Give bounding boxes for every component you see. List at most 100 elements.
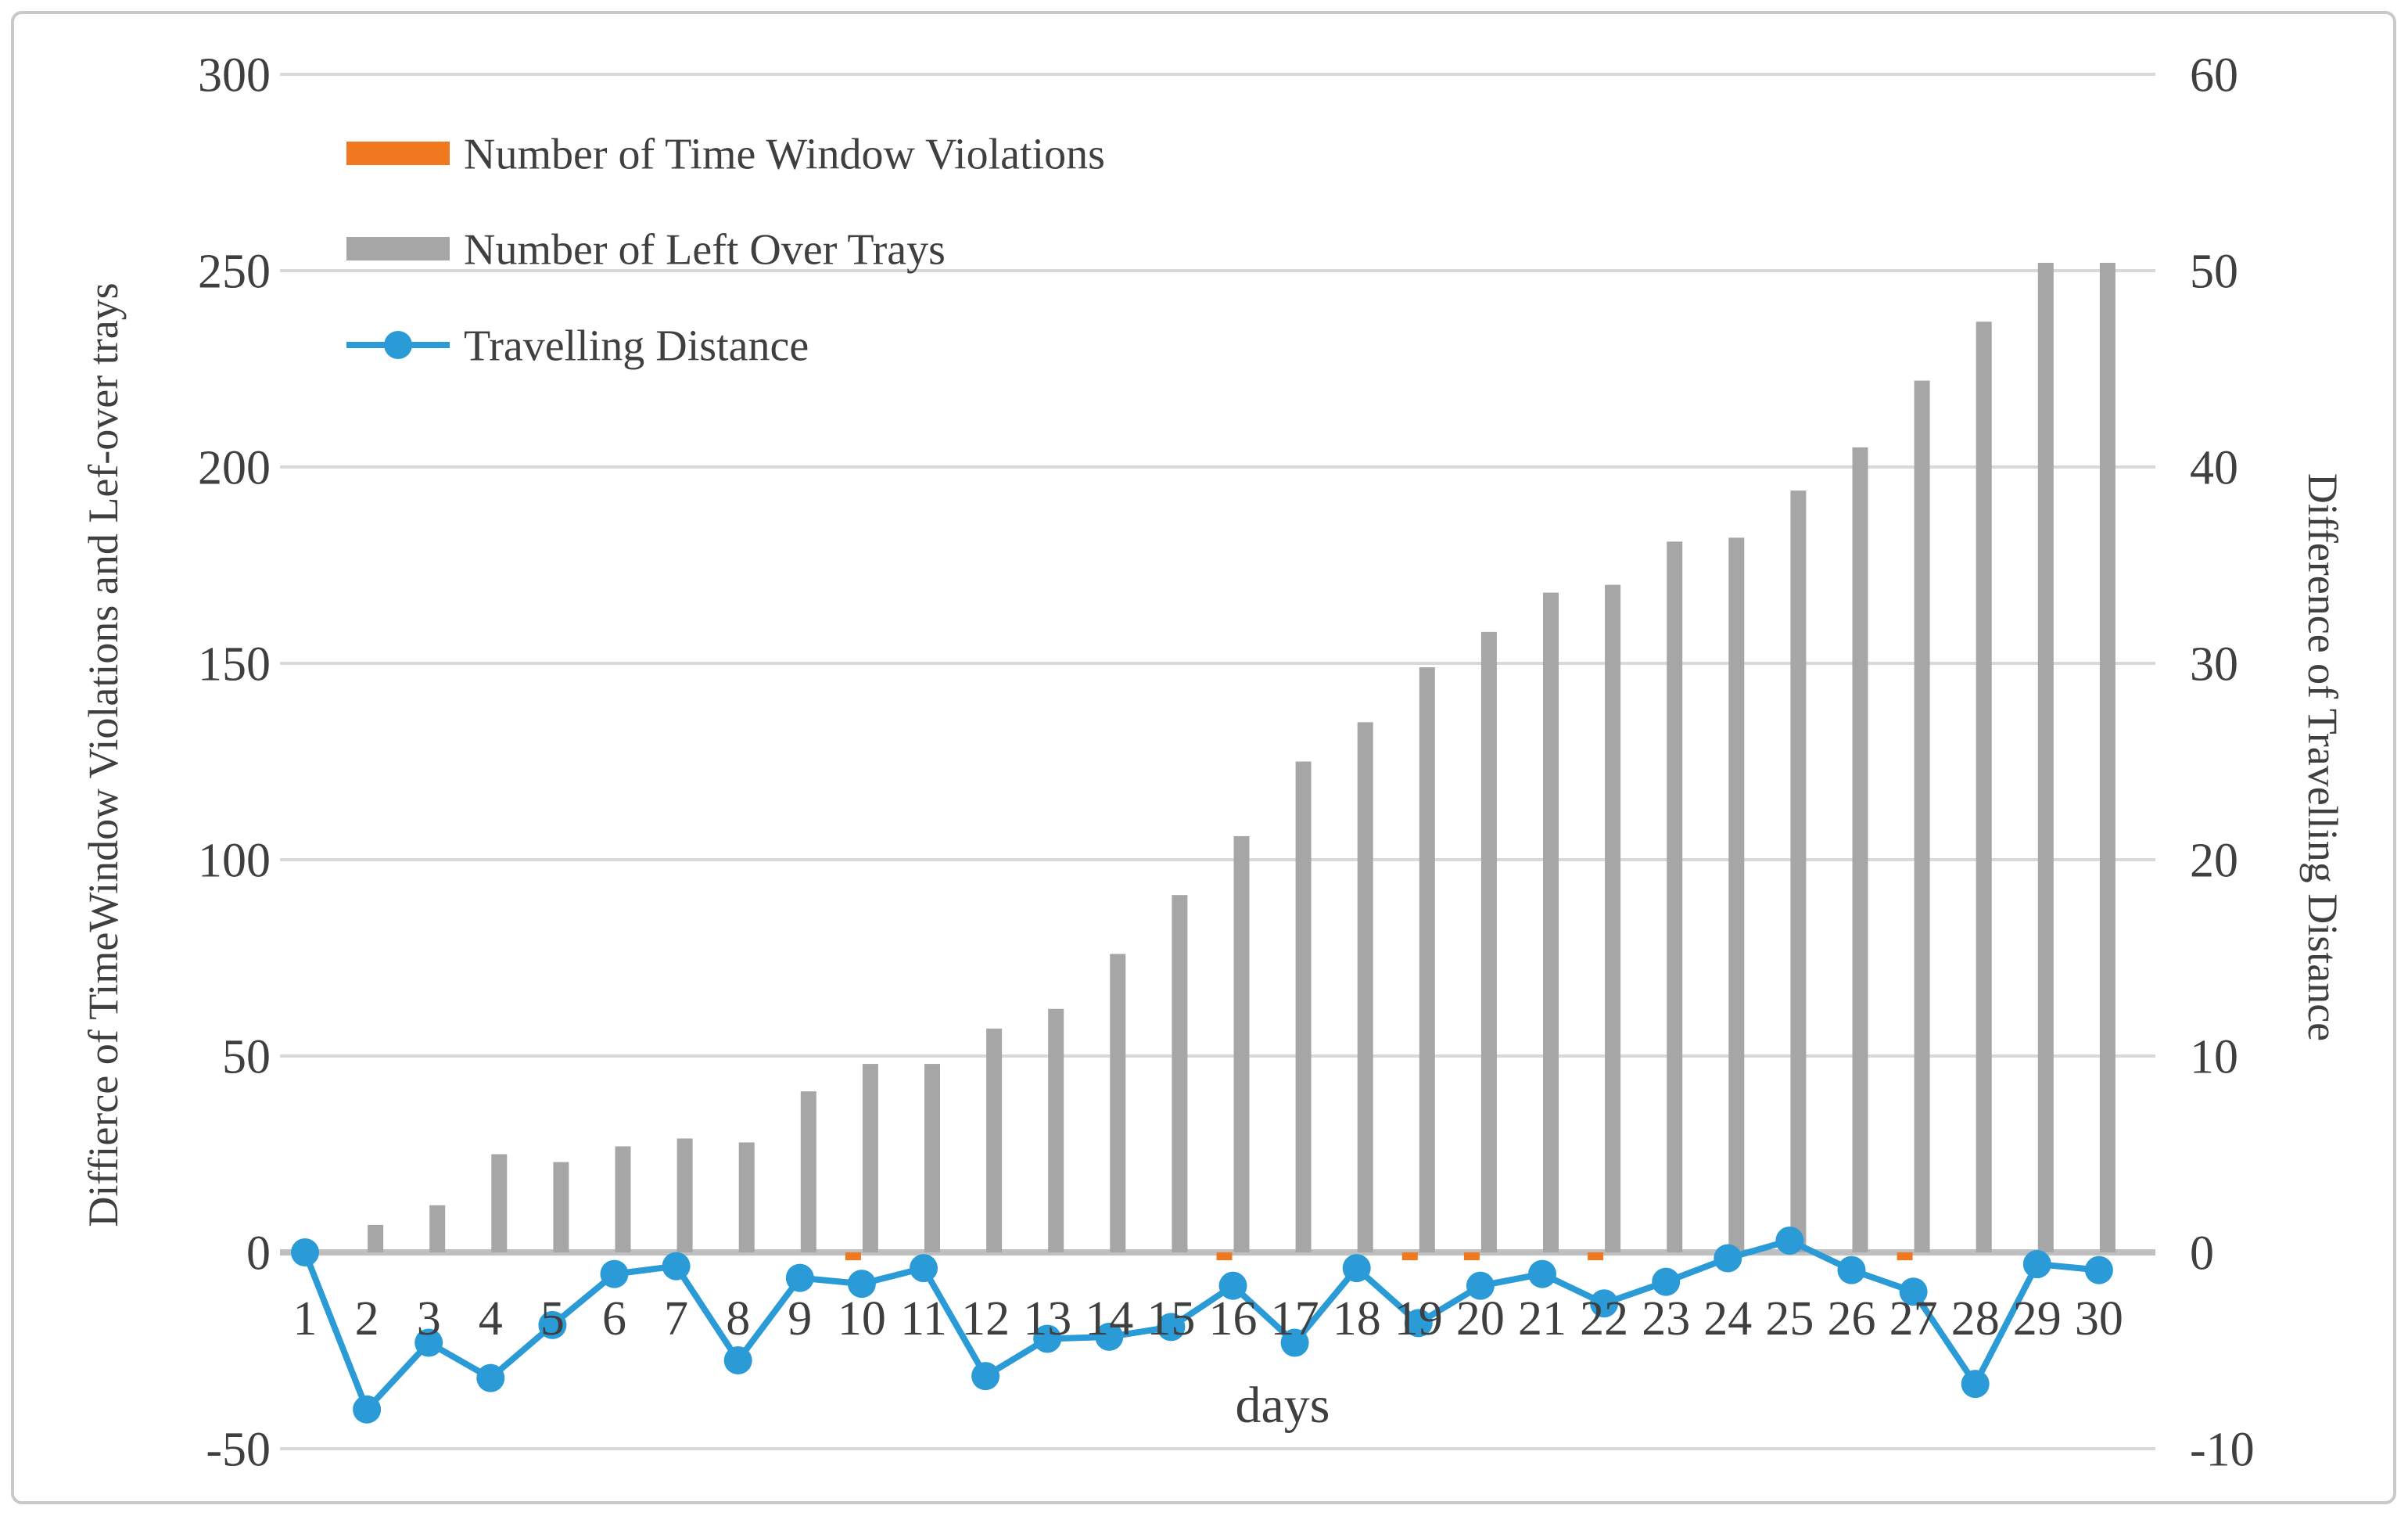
bar-left-over-trays-day-17 xyxy=(1295,761,1312,1252)
travelling-distance-marker-day-8 xyxy=(723,1346,752,1375)
travelling-distance-marker-day-6 xyxy=(600,1259,629,1288)
bar-left-over-trays-day-22 xyxy=(1605,584,1621,1252)
left-over-trays-bars xyxy=(368,262,2116,1253)
travelling-distance-marker-day-30 xyxy=(2084,1256,2113,1284)
day-label-18: 18 xyxy=(1333,1292,1381,1345)
day-label-24: 24 xyxy=(1703,1292,1752,1345)
right-tick-30: 30 xyxy=(2190,638,2238,692)
left-tick-250: 250 xyxy=(198,246,271,299)
travelling-distance-marker-day-17 xyxy=(1280,1328,1309,1357)
left-axis-title: Diffierce of TimeWindow Violations and L… xyxy=(80,282,127,1227)
bar-left-over-trays-day-7 xyxy=(676,1138,693,1252)
travelling-distance-marker-day-16 xyxy=(1218,1271,1247,1300)
bar-left-over-trays-day-20 xyxy=(1480,631,1497,1252)
left-tick-150: 150 xyxy=(198,638,271,692)
travelling-distance-marker-day-23 xyxy=(1652,1267,1681,1296)
bar-left-over-trays-day-13 xyxy=(1048,1008,1064,1252)
legend-label: Number of Left Over Trays xyxy=(464,226,946,275)
day-label-14: 14 xyxy=(1085,1292,1133,1345)
bar-left-over-trays-day-9 xyxy=(800,1091,816,1252)
day-label-30: 30 xyxy=(2075,1292,2123,1345)
travelling-distance-marker-day-7 xyxy=(662,1252,691,1281)
right-tick-0: 0 xyxy=(2190,1227,2214,1281)
travelling-distance-line-layer xyxy=(291,1226,2113,1424)
day-label-28: 28 xyxy=(1951,1292,2000,1345)
travelling-distance-marker-day-9 xyxy=(785,1263,814,1292)
left-axis-tick-labels: 300 250 200 150 100 50 0 -50 xyxy=(198,49,271,1477)
day-label-8: 8 xyxy=(726,1292,750,1345)
bar-time-window-violations-day-16 xyxy=(1216,1252,1233,1261)
bar-left-over-trays-day-8 xyxy=(738,1142,755,1252)
day-label-3: 3 xyxy=(417,1292,441,1345)
day-label-12: 12 xyxy=(961,1292,1010,1345)
right-tick--10: -10 xyxy=(2190,1424,2255,1477)
left-tick-300: 300 xyxy=(198,49,271,102)
travelling-distance-marker-day-14 xyxy=(1095,1322,1124,1351)
bar-left-over-trays-day-26 xyxy=(1852,447,1868,1252)
day-label-27: 27 xyxy=(1889,1292,1938,1345)
right-tick-20: 20 xyxy=(2190,835,2238,888)
day-label-20: 20 xyxy=(1456,1292,1505,1345)
bar-left-over-trays-day-2 xyxy=(368,1224,384,1252)
day-label-19: 19 xyxy=(1394,1292,1443,1345)
bar-left-over-trays-day-18 xyxy=(1357,722,1373,1252)
day-label-17: 17 xyxy=(1271,1292,1319,1345)
day-label-16: 16 xyxy=(1209,1292,1258,1345)
travelling-distance-marker-day-24 xyxy=(1714,1244,1742,1273)
left-tick-100: 100 xyxy=(198,835,271,888)
bar-left-over-trays-day-6 xyxy=(615,1146,631,1252)
legend-label: Travelling Distance xyxy=(464,322,809,371)
right-axis-title: Difference of Travelling Distance xyxy=(2299,473,2346,1041)
travelling-distance-marker-day-27 xyxy=(1899,1277,1928,1306)
legend-item-travelling-distance: Travelling Distance xyxy=(346,322,809,371)
day-label-9: 9 xyxy=(788,1292,812,1345)
time-window-violations-bars xyxy=(845,1252,1913,1261)
travelling-distance-marker-day-20 xyxy=(1466,1271,1495,1300)
right-tick-50: 50 xyxy=(2190,246,2238,299)
day-label-4: 4 xyxy=(479,1292,503,1345)
bar-time-window-violations-day-22 xyxy=(1588,1252,1604,1261)
bar-left-over-trays-day-29 xyxy=(2037,262,2054,1253)
travelling-distance-marker-day-21 xyxy=(1528,1259,1556,1288)
legend-item-left-over-trays: Number of Left Over Trays xyxy=(346,226,946,275)
travelling-distance-marker-day-12 xyxy=(971,1362,1000,1391)
day-label-22: 22 xyxy=(1580,1292,1628,1345)
bar-left-over-trays-day-14 xyxy=(1110,954,1126,1252)
bar-left-over-trays-day-24 xyxy=(1728,537,1745,1252)
left-tick--50: -50 xyxy=(206,1424,271,1477)
bar-left-over-trays-day-4 xyxy=(491,1154,508,1252)
line-marker-dot-icon xyxy=(384,331,412,359)
x-axis-title: days xyxy=(1236,1377,1330,1434)
travelling-distance-marker-day-15 xyxy=(1157,1313,1186,1342)
figure-border xyxy=(11,11,2396,1504)
travelling-distance-marker-day-1 xyxy=(291,1238,319,1266)
gray-swatch-icon xyxy=(346,237,450,260)
bar-left-over-trays-day-10 xyxy=(862,1064,878,1252)
bar-left-over-trays-day-27 xyxy=(1914,380,1930,1252)
legend-label: Number of Time Window Violations xyxy=(464,131,1105,179)
day-label-25: 25 xyxy=(1765,1292,1814,1345)
day-label-11: 11 xyxy=(900,1292,947,1345)
bar-left-over-trays-day-25 xyxy=(1790,490,1807,1252)
bar-time-window-violations-day-20 xyxy=(1463,1252,1480,1261)
bar-left-over-trays-day-15 xyxy=(1172,895,1188,1252)
day-label-21: 21 xyxy=(1518,1292,1566,1345)
right-tick-10: 10 xyxy=(2190,1031,2238,1084)
travelling-distance-marker-day-19 xyxy=(1404,1309,1433,1338)
travelling-distance-marker-day-11 xyxy=(910,1254,938,1283)
travelling-distance-marker-day-25 xyxy=(1775,1226,1804,1255)
travelling-distance-marker-day-28 xyxy=(1961,1370,1990,1399)
day-label-1: 1 xyxy=(293,1292,318,1345)
bar-left-over-trays-day-11 xyxy=(924,1064,940,1252)
travelling-distance-marker-day-13 xyxy=(1033,1324,1062,1353)
day-label-6: 6 xyxy=(602,1292,626,1345)
travelling-distance-marker-day-3 xyxy=(414,1328,443,1357)
bar-left-over-trays-day-21 xyxy=(1543,592,1559,1252)
day-label-5: 5 xyxy=(540,1292,565,1345)
left-tick-0: 0 xyxy=(246,1227,271,1281)
travelling-distance-marker-day-10 xyxy=(847,1270,876,1299)
legend: Number of Time Window Violations Number … xyxy=(346,131,1105,371)
travelling-distance-marker-day-18 xyxy=(1342,1254,1371,1283)
bar-time-window-violations-day-19 xyxy=(1401,1252,1418,1261)
